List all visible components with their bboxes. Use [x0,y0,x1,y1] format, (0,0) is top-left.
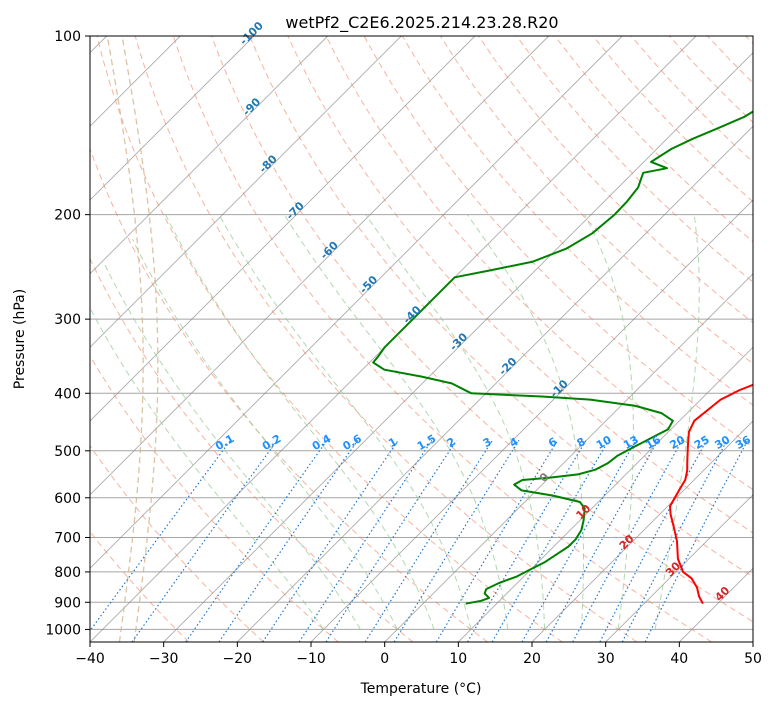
dry-adiabat-line [325,36,753,491]
plot-area [90,36,753,642]
isotherm-line [384,273,753,642]
y-tick-label: 200 [54,208,81,224]
mixing-ratio-line [435,439,559,642]
y-tick-label: 400 [54,386,81,402]
chart-title: wetPf2_C2E6.2025.214.23.28.R20 [285,13,558,33]
mixing-ratio-lines [90,439,749,642]
dewpoint-line [372,110,753,605]
x-tick-label: 50 [744,651,762,667]
mixing-ratio-line [521,439,637,642]
moist-adiabat-line [102,261,361,630]
ice-curve [106,36,159,642]
temperature-line [669,383,753,605]
isotherm-line [457,346,753,642]
moist-adiabat-line [584,214,634,630]
dry-adiabat-line [134,36,638,642]
x-tick-label: −10 [296,651,326,667]
dry-adiabat-line [287,36,753,534]
isotherm-line [752,641,753,642]
dry-adiabat-line [516,36,753,283]
x-tick-label: −30 [149,651,179,667]
isotherm-line [90,36,476,422]
x-tick-label: 0 [380,651,389,667]
moist-adiabat-line [218,214,472,630]
mixing-ratio-line [466,439,587,642]
y-axis-label: Pressure (hPa) [12,289,28,389]
y-tick-label: 900 [54,595,81,611]
mixing-ratio-line [491,439,610,642]
y-tick-label: 100 [54,29,81,45]
ice-curve-line [106,36,144,642]
dry-adiabat-line [90,444,264,642]
isotherm-line [90,36,550,496]
y-tick-label: 800 [54,565,81,581]
dry-adiabat-line [211,36,753,623]
dry-adiabat-line [172,36,712,642]
isotherm-line [90,36,329,275]
mixing-ratio-line [298,439,433,642]
dry-adiabat-line [90,354,339,642]
x-tick-label: 30 [597,651,615,667]
moist-adiabat-line [283,214,509,630]
mixing-ratio-line [572,440,683,642]
mixing-ratio-line [90,439,232,632]
mixing-ratio-line [364,439,494,642]
mixing-ratio-line [185,439,328,642]
grid-lines [90,36,753,642]
moist-adiabats [90,214,700,630]
y-tick-label: 600 [54,491,81,507]
mixing-ratio-line [262,439,399,642]
moist-adiabat-line [90,306,325,630]
y-tick-label: 500 [54,444,81,460]
x-tick-label: 40 [670,651,688,667]
ice-curve-line [121,36,159,642]
mixing-ratio-line [545,439,659,642]
x-tick-label: 20 [523,651,541,667]
mixing-ratio-line [218,439,359,642]
mixing-ratio-line [393,439,520,642]
axes: −40 −30 −20 −10 0 10 20 30 40 50 100 200 300 400 500 60… [45,29,762,667]
isotherm-line [236,125,753,642]
moist-adiabat-line [365,214,546,630]
moist-adiabat-line [466,214,584,630]
mixing-ratio-line [131,439,278,642]
x-axis-label: Temperature (°C) [360,681,482,697]
dry-adiabats [90,36,753,642]
plot-frame [89,35,754,643]
y-tick-label: 300 [54,312,81,328]
moist-adiabat-line [654,214,700,630]
isotherm-line [163,52,753,642]
dry-adiabat-line [249,36,753,578]
moist-adiabat-line [165,214,435,630]
x-tick-label: 10 [449,651,467,667]
dry-adiabat-line [96,36,563,642]
x-tick-label: −20 [223,651,253,667]
y-tick-label: 700 [54,531,81,547]
mixing-ratio-line [325,439,458,642]
isotherm-line [90,36,402,348]
isotherm-line [90,36,255,201]
dry-adiabat-line [90,257,414,642]
sounding-series [372,110,753,605]
isotherm-line [605,494,753,642]
isotherm-line [90,36,623,569]
isotherm-line [531,420,753,642]
x-tick-label: −40 [75,651,105,667]
y-tick-label: 1000 [45,622,81,638]
